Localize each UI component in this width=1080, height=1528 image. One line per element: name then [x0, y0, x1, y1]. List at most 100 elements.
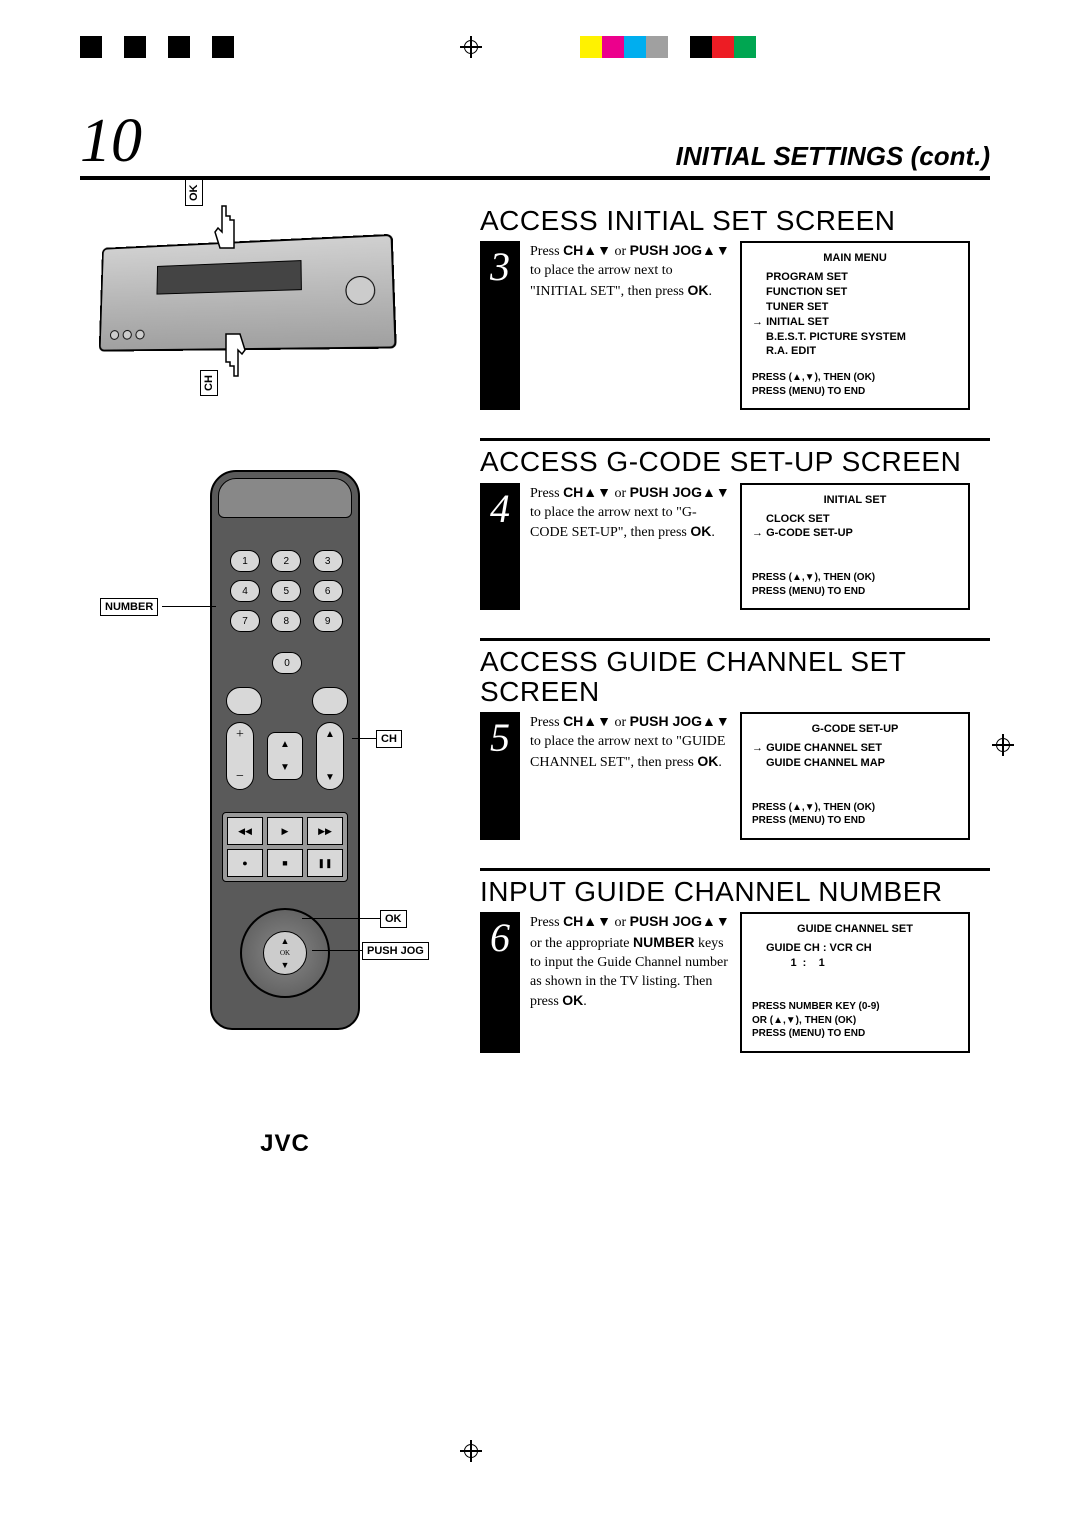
color-swatch	[168, 36, 190, 58]
label-push-jog: PUSH JOG	[362, 942, 429, 960]
brand-logo: JVC	[210, 1130, 360, 1158]
step-number: 5	[480, 712, 520, 840]
osd-item: FUNCTION SET	[752, 285, 958, 300]
remote-volume-rocker: +−	[226, 722, 254, 790]
remote-illustration: 123 456 789 0 +− ▲▼ ▲▼ ◀◀▶▶▶ ●■❚❚	[80, 470, 420, 1120]
registration-mark-right	[992, 734, 1014, 756]
color-swatch	[646, 36, 668, 58]
step-4: ACCESS G-CODE SET-UP SCREEN4Press CH▲▼ o…	[480, 438, 990, 610]
osd-footer-line: PRESS (MENU) TO END	[752, 585, 958, 599]
osd-footer-line: PRESS (MENU) TO END	[752, 385, 958, 399]
osd-footer-line: PRESS (▲,▼), THEN (OK)	[752, 371, 958, 385]
color-swatch	[146, 36, 168, 58]
osd-screen: MAIN MENU PROGRAM SETFUNCTION SETTUNER SE…	[740, 241, 970, 410]
color-swatch	[80, 36, 102, 58]
color-swatch	[580, 36, 602, 58]
step-title: ACCESS GUIDE CHANNEL SET SCREEN	[480, 638, 990, 706]
remote-key-2: 2	[271, 550, 301, 572]
osd-item: G-CODE SET-UP	[752, 526, 958, 541]
osd-title: G-CODE SET-UP	[752, 722, 958, 737]
color-swatch	[668, 36, 690, 58]
color-swatch	[712, 36, 734, 58]
remote-key-9: 9	[313, 610, 343, 632]
osd-title: INITIAL SET	[752, 493, 958, 508]
remote-key-1: 1	[230, 550, 260, 572]
color-swatch	[234, 36, 256, 58]
step-text: Press CH▲▼ or PUSH JOG▲▼ to place the ar…	[520, 712, 740, 840]
registration-mark-top	[460, 36, 482, 58]
hand-icon	[220, 330, 250, 380]
remote-key-7: 7	[230, 610, 260, 632]
step-number: 6	[480, 912, 520, 1053]
remote-button	[312, 687, 348, 715]
color-swatch	[124, 36, 146, 58]
step-number: 3	[480, 241, 520, 410]
step-5: ACCESS GUIDE CHANNEL SET SCREEN5Press CH…	[480, 638, 990, 839]
color-swatch	[212, 36, 234, 58]
remote-key-8: 8	[271, 610, 301, 632]
callout-line	[162, 606, 216, 607]
color-swatch	[190, 36, 212, 58]
osd-screen: G-CODE SET-UP GUIDE CHANNEL SETGUIDE CHAN…	[740, 712, 970, 840]
registration-mark-bottom	[460, 1440, 482, 1462]
remote-center-rocker: ▲▼	[267, 732, 303, 780]
osd-footer: PRESS NUMBER KEY (0-9)OR (▲,▼), THEN (OK…	[752, 1000, 958, 1041]
color-bar-right	[580, 36, 756, 58]
steps-column: ACCESS INITIAL SET SCREEN3Press CH▲▼ or …	[480, 200, 990, 1120]
osd-footer-line: PRESS (MENU) TO END	[752, 1027, 958, 1041]
osd-footer-line: OR (▲,▼), THEN (OK)	[752, 1014, 958, 1028]
step-title: INPUT GUIDE CHANNEL NUMBER	[480, 868, 990, 906]
osd-item: GUIDE CH : VCR CH	[752, 941, 958, 956]
label-ch: CH	[200, 370, 218, 396]
illustrations-column: OK CH 123456789 0 +− ▲▼ ▲▼ ◀◀▶▶▶	[80, 200, 480, 1120]
remote-key-5: 5	[271, 580, 301, 602]
osd-footer: PRESS (▲,▼), THEN (OK)PRESS (MENU) TO EN…	[752, 571, 958, 598]
osd-item: TUNER SET	[752, 300, 958, 315]
remote-key-6: 6	[313, 580, 343, 602]
osd-item: B.E.S.T. PICTURE SYSTEM	[752, 330, 958, 345]
step-3: ACCESS INITIAL SET SCREEN3Press CH▲▼ or …	[480, 200, 990, 410]
osd-footer: PRESS (▲,▼), THEN (OK)PRESS (MENU) TO EN…	[752, 371, 958, 398]
color-swatch	[102, 36, 124, 58]
hand-icon	[210, 202, 240, 252]
step-text: Press CH▲▼ or PUSH JOG▲▼ or the appropri…	[520, 912, 740, 1053]
osd-title: MAIN MENU	[752, 251, 958, 266]
osd-item: CLOCK SET	[752, 512, 958, 527]
step-text: Press CH▲▼ or PUSH JOG▲▼ to place the ar…	[520, 483, 740, 611]
osd-item: PROGRAM SET	[752, 270, 958, 285]
page-number: 10	[80, 110, 142, 172]
page-content: 10 INITIAL SETTINGS (cont.)	[80, 110, 990, 1120]
callout-line	[352, 738, 376, 739]
label-number: NUMBER	[100, 598, 158, 616]
osd-footer-line: PRESS (▲,▼), THEN (OK)	[752, 801, 958, 815]
remote-jog-center: ▲OK▼	[263, 931, 307, 975]
osd-item: GUIDE CHANNEL MAP	[752, 756, 958, 771]
osd-screen: INITIAL SET CLOCK SETG-CODE SET-UP PRESS (…	[740, 483, 970, 611]
step-title: ACCESS INITIAL SET SCREEN	[480, 200, 990, 235]
step-number: 4	[480, 483, 520, 611]
osd-footer-line: PRESS NUMBER KEY (0-9)	[752, 1000, 958, 1014]
step-6: INPUT GUIDE CHANNEL NUMBER 6Press CH▲▼ or…	[480, 868, 990, 1053]
remote-transport: ◀◀▶▶▶ ●■❚❚	[222, 812, 348, 882]
callout-line	[302, 918, 380, 919]
osd-screen: GUIDE CHANNEL SET GUIDE CH : VCR CH 1 : 1…	[740, 912, 970, 1053]
callout-line	[312, 950, 362, 951]
color-bar-left	[80, 36, 256, 58]
remote-key-3: 3	[313, 550, 343, 572]
osd-item: 1 : 1	[752, 956, 958, 971]
remote-button	[226, 687, 262, 715]
remote-jog-area: ▲OK▼	[222, 898, 348, 1008]
remote-key-4: 4	[230, 580, 260, 602]
osd-item: GUIDE CHANNEL SET	[752, 741, 958, 756]
osd-footer-line: PRESS (MENU) TO END	[752, 814, 958, 828]
vcr-illustration: OK CH	[80, 210, 400, 410]
osd-item: INITIAL SET	[752, 315, 958, 330]
remote-ch-rocker: ▲▼	[316, 722, 344, 790]
osd-footer-line: PRESS (▲,▼), THEN (OK)	[752, 571, 958, 585]
page-header: 10 INITIAL SETTINGS (cont.)	[80, 110, 990, 180]
osd-item: R.A. EDIT	[752, 344, 958, 359]
section-title: INITIAL SETTINGS (cont.)	[676, 141, 990, 172]
osd-title: GUIDE CHANNEL SET	[752, 922, 958, 937]
label-ok: OK	[185, 180, 203, 207]
remote-key-0: 0	[272, 652, 302, 674]
